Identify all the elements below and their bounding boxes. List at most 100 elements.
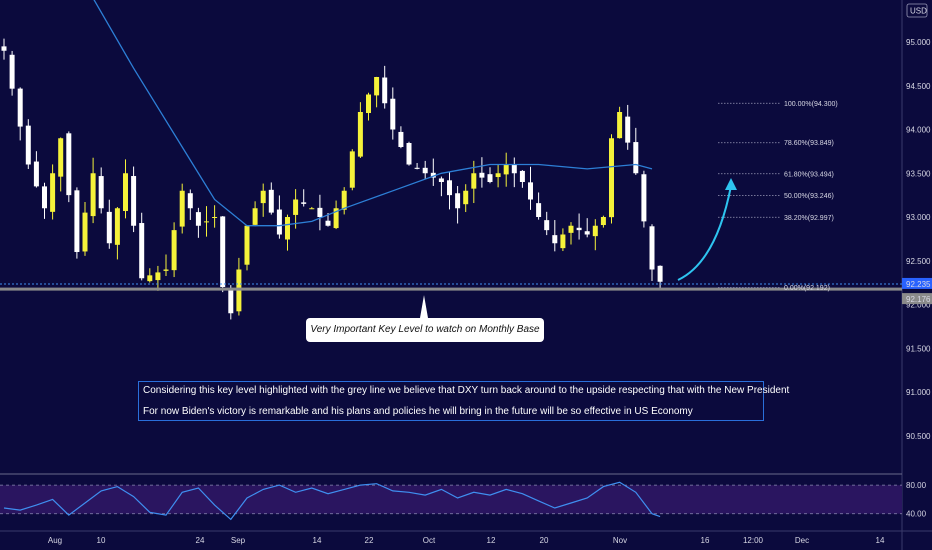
candle-body [50, 173, 56, 212]
candle-body [503, 164, 509, 175]
candle-body [98, 176, 104, 209]
candle-body [114, 208, 120, 245]
arrow-curve [677, 185, 732, 281]
candle-body [155, 272, 161, 281]
time-tick-label: 16 [701, 536, 710, 545]
indicator-tick-label: 80.00 [906, 481, 927, 490]
candle-body [195, 212, 201, 226]
time-tick-label: 10 [97, 536, 106, 545]
candle-body [560, 234, 566, 249]
candle-body [82, 212, 88, 252]
currency-badge-text: USD [910, 7, 927, 16]
time-tick-label: 20 [540, 536, 549, 545]
time-tick-label: 12:00 [743, 536, 764, 545]
price-tick-label: 94.000 [906, 126, 931, 135]
time-tick-label: Sep [231, 536, 246, 545]
time-tick-label: Aug [48, 536, 62, 545]
candle-body [479, 172, 485, 178]
price-tick-label: 92.500 [906, 257, 931, 266]
price-tick-label: 95.000 [906, 38, 931, 47]
callout-pointer [420, 295, 428, 318]
current-price-badge [902, 277, 932, 289]
candle-body [422, 167, 428, 174]
time-tick-label: 24 [196, 536, 205, 545]
candle-body [609, 138, 614, 218]
candle-body [260, 190, 266, 204]
candle-body [398, 131, 404, 147]
candle-body [495, 173, 501, 178]
candle-body [544, 220, 550, 231]
fib-label: 0.00%(92.192) [784, 285, 830, 292]
candle-body [552, 235, 558, 244]
fib-label: 38.20%(92.997) [784, 215, 834, 222]
candle-body [123, 173, 128, 211]
candle-body [592, 225, 598, 237]
candle-body [301, 202, 307, 204]
candle-body [252, 208, 258, 225]
candle-body [58, 138, 64, 177]
candle-body [179, 190, 185, 227]
candle-body [293, 199, 299, 215]
candle-body [163, 269, 169, 271]
time-tick-label: 22 [365, 536, 374, 545]
candle-body [528, 182, 533, 200]
candle-body [228, 288, 234, 314]
candle-body [463, 190, 469, 205]
key-level-callout: Very Important Key Level to watch on Mon… [306, 318, 544, 342]
time-tick-label: 14 [313, 536, 322, 545]
candle-body [268, 189, 274, 213]
candle-body [349, 151, 355, 188]
candle-body [649, 226, 655, 270]
price-tick-label: 93.000 [906, 213, 931, 222]
candle-body [139, 223, 145, 279]
candle-body [519, 170, 525, 182]
fib-label: 50.00%(93.246) [784, 193, 834, 200]
candle-body [171, 230, 177, 271]
indicator-tick-label: 40.00 [906, 510, 927, 519]
candle-body [187, 193, 193, 209]
candle-body [147, 275, 153, 282]
analysis-note: Considering this key level highlighted w… [138, 381, 789, 421]
candle-body [317, 207, 323, 217]
indicator-band [0, 485, 902, 514]
key-level-badge [902, 293, 932, 305]
price-tick-label: 91.000 [906, 388, 931, 397]
key-level-line [0, 287, 902, 291]
indicator-line [3, 481, 661, 521]
candle-body [212, 217, 218, 218]
candle-body [42, 186, 47, 209]
candle-body [641, 174, 647, 222]
candle-body [66, 133, 72, 196]
candle-body [536, 203, 542, 217]
candle-body [487, 174, 493, 182]
currency-badge [906, 3, 928, 18]
candle-body [576, 227, 582, 231]
candle-body [341, 190, 347, 210]
candle-body [438, 178, 444, 182]
candle-body [106, 211, 112, 244]
candle-body [625, 116, 631, 143]
candle-body [204, 221, 209, 223]
candle-body [455, 193, 461, 209]
key-levels [0, 283, 902, 318]
candles [1, 38, 663, 320]
candle-body [131, 176, 137, 226]
candle-body [568, 225, 574, 233]
candle-body [447, 180, 452, 196]
candle-body [33, 161, 39, 187]
note-line: For now Biden's victory is remarkable an… [143, 406, 693, 417]
price-tick-label: 90.500 [906, 432, 931, 441]
candle-body [25, 125, 31, 165]
candle-body [471, 173, 477, 189]
moving-average [93, 0, 653, 227]
time-tick-label: 12 [487, 536, 496, 545]
candle-body [390, 98, 396, 130]
candle-body [285, 217, 290, 240]
fib-label: 61.80%(93.494) [784, 171, 834, 178]
candle-body [9, 54, 15, 89]
current-price-badge-text: 92.235 [906, 280, 931, 289]
candle-body [617, 112, 623, 139]
candle-body [244, 225, 250, 265]
